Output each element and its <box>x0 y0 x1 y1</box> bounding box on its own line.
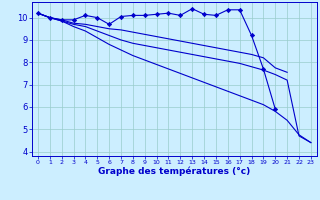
X-axis label: Graphe des températures (°c): Graphe des températures (°c) <box>98 167 251 176</box>
